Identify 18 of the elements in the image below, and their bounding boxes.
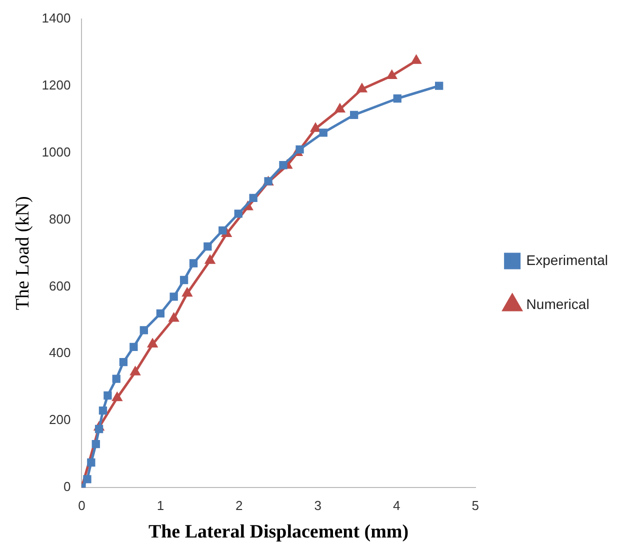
y-tick-label: 200 bbox=[49, 412, 71, 428]
y-tick-label: 400 bbox=[49, 345, 71, 360]
y-tick-label: 600 bbox=[49, 278, 71, 294]
y-tick-label: 1400 bbox=[42, 10, 71, 26]
x-tick-label: 1 bbox=[156, 498, 164, 513]
x-tick-label: 4 bbox=[392, 498, 400, 513]
y-tick-label: 1000 bbox=[42, 144, 71, 160]
legend-label: Experimental bbox=[526, 252, 608, 268]
legend-label: Numerical bbox=[526, 296, 590, 312]
x-axis-title: The Lateral Displacement (mm) bbox=[148, 522, 409, 543]
y-tick-label: 1200 bbox=[42, 77, 71, 92]
x-tick-label: 0 bbox=[78, 498, 86, 513]
y-axis-title: The Load (kN) bbox=[12, 196, 34, 310]
y-tick-label: 800 bbox=[49, 211, 71, 226]
x-tick-label: 3 bbox=[314, 498, 322, 513]
y-tick-label: 0 bbox=[63, 479, 71, 494]
x-tick-label: 2 bbox=[236, 498, 243, 513]
x-tick-label: 5 bbox=[472, 498, 479, 513]
